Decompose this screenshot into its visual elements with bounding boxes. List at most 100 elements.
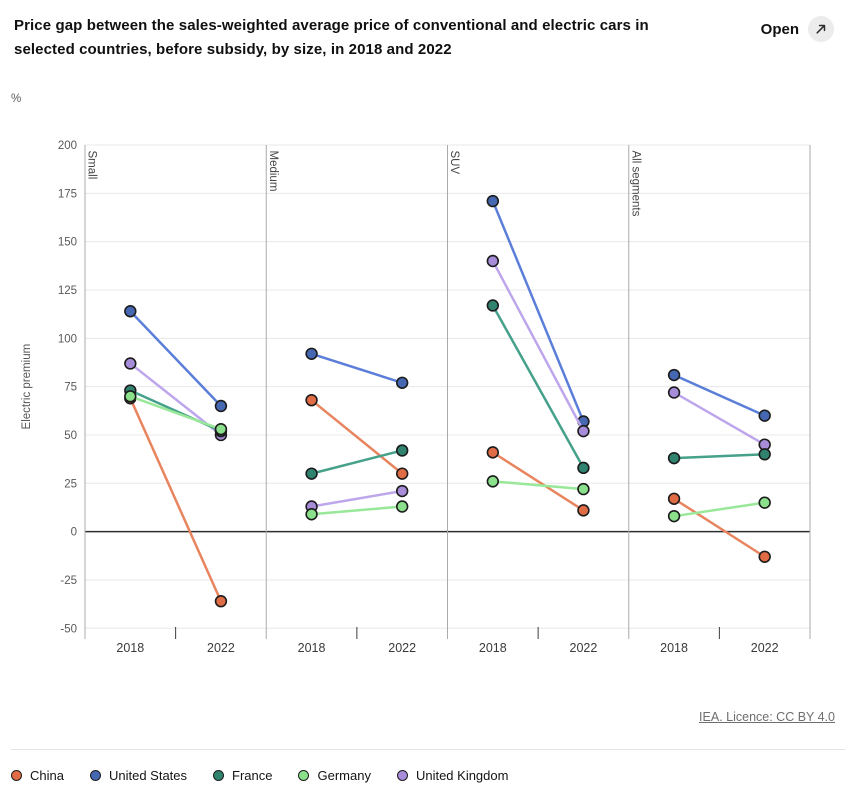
legend: China United States France Germany United Ki… bbox=[11, 768, 508, 783]
x-tick-label-medium-2022: 2022 bbox=[388, 641, 416, 655]
line-china-suv bbox=[491, 451, 585, 512]
y-tick-label: -50 bbox=[60, 623, 77, 635]
point-france-medium-2018[interactable] bbox=[305, 467, 318, 480]
point-china-all-segments-2018[interactable] bbox=[667, 492, 681, 505]
x-tick-label-small-2018: 2018 bbox=[116, 641, 144, 655]
y-tick-label: 175 bbox=[58, 188, 77, 200]
line-france-medium bbox=[310, 449, 404, 475]
line-united-kingdom-suv bbox=[491, 259, 585, 433]
point-united-states-small-2018[interactable] bbox=[124, 305, 137, 318]
point-china-small-2022[interactable] bbox=[214, 595, 228, 608]
point-germany-medium-2018[interactable] bbox=[305, 508, 318, 521]
point-germany-medium-2022[interactable] bbox=[395, 500, 409, 513]
x-tick-label-suv-2018: 2018 bbox=[479, 641, 507, 655]
license-link[interactable]: IEA. Licence: CC BY 4.0 bbox=[699, 710, 835, 724]
point-united-kingdom-small-2018[interactable] bbox=[124, 357, 137, 370]
point-china-all-segments-2022[interactable] bbox=[758, 550, 771, 563]
point-france-suv-2018[interactable] bbox=[486, 299, 500, 312]
line-germany-small bbox=[129, 395, 223, 431]
legend-item-united-states[interactable]: United States bbox=[89, 768, 188, 783]
point-germany-all-segments-2022[interactable] bbox=[758, 496, 771, 509]
line-united-states-all-segments bbox=[672, 373, 766, 417]
y-tick-label: 150 bbox=[58, 237, 77, 249]
y-tick-label: 200 bbox=[58, 140, 77, 152]
price-gap-chart: 200 175 150 125 100 75 50 25 0 -25 -50 2018 2022 Smal… bbox=[21, 140, 811, 655]
x-tick-label-small-2022: 2022 bbox=[207, 641, 235, 655]
point-united-states-suv-2018[interactable] bbox=[486, 194, 500, 208]
point-germany-suv-2022[interactable] bbox=[577, 482, 590, 496]
point-united-states-medium-2018[interactable] bbox=[305, 347, 318, 360]
footer-divider bbox=[11, 749, 845, 750]
legend-label-united-kingdom: United Kingdom bbox=[415, 768, 509, 783]
external-link-icon[interactable] bbox=[808, 16, 834, 42]
legend-item-germany[interactable]: Germany bbox=[298, 768, 371, 783]
line-united-states-small bbox=[129, 310, 223, 408]
point-china-suv-2022[interactable] bbox=[577, 504, 590, 517]
point-china-medium-2018[interactable] bbox=[305, 393, 318, 407]
legend-item-china[interactable]: China bbox=[11, 768, 64, 783]
y-tick-label: 50 bbox=[64, 430, 77, 442]
legend-marker-united-kingdom bbox=[396, 770, 408, 781]
legend-label-france: France bbox=[232, 768, 273, 783]
panel-label-all-segments: All segments bbox=[629, 151, 641, 217]
x-tick-label-medium-2018: 2018 bbox=[298, 641, 326, 655]
x-tick-label-all-segments-2022: 2022 bbox=[751, 641, 779, 655]
open-button-label: Open bbox=[760, 20, 799, 38]
line-germany-all-segments bbox=[672, 501, 766, 518]
y-tick-label: 0 bbox=[71, 527, 77, 539]
chart-title-line2: selected countries, before subsidy, by s… bbox=[14, 41, 452, 58]
panel-label-suv: SUV bbox=[448, 151, 460, 175]
point-united-states-all-segments-2018[interactable] bbox=[667, 368, 681, 382]
legend-marker-united-states bbox=[89, 770, 101, 781]
point-france-medium-2022[interactable] bbox=[395, 444, 409, 457]
legend-item-france[interactable]: France bbox=[213, 768, 272, 783]
legend-marker-france bbox=[213, 770, 225, 781]
y-tick-label: -25 bbox=[60, 575, 77, 587]
legend-marker-china bbox=[11, 770, 22, 781]
line-united-kingdom-medium bbox=[310, 489, 404, 508]
legend-marker-germany bbox=[298, 770, 310, 781]
point-united-states-all-segments-2022[interactable] bbox=[758, 409, 771, 422]
line-china-small bbox=[129, 396, 223, 603]
point-france-all-segments-2022[interactable] bbox=[758, 448, 771, 461]
legend-label-united-states: United States bbox=[108, 768, 188, 783]
point-france-suv-2022[interactable] bbox=[577, 461, 590, 475]
point-china-suv-2018[interactable] bbox=[486, 446, 500, 459]
line-united-states-medium bbox=[310, 352, 404, 385]
point-germany-small-2018[interactable] bbox=[124, 390, 137, 403]
y-axis-label: Electric premium bbox=[21, 344, 33, 430]
y-tick-label: 25 bbox=[64, 478, 77, 490]
point-germany-small-2022[interactable] bbox=[214, 422, 228, 436]
line-germany-suv bbox=[491, 480, 585, 491]
point-united-kingdom-suv-2018[interactable] bbox=[486, 254, 500, 268]
point-germany-suv-2018[interactable] bbox=[486, 475, 500, 488]
point-united-states-medium-2022[interactable] bbox=[395, 376, 409, 389]
point-united-kingdom-medium-2022[interactable] bbox=[395, 484, 409, 498]
open-button[interactable]: Open bbox=[761, 16, 834, 42]
point-united-states-small-2022[interactable] bbox=[214, 399, 228, 413]
y-tick-label: 75 bbox=[64, 382, 77, 394]
x-tick-label-suv-2022: 2022 bbox=[570, 641, 598, 655]
point-china-medium-2022[interactable] bbox=[395, 467, 409, 480]
point-france-all-segments-2018[interactable] bbox=[667, 451, 681, 465]
line-united-kingdom-all-segments bbox=[672, 391, 766, 446]
panel-label-medium: Medium bbox=[267, 151, 279, 192]
chart-title: Price gap between the sales-weighted ave… bbox=[14, 14, 729, 62]
panel-label-small: Small bbox=[86, 151, 98, 180]
line-china-medium bbox=[310, 398, 404, 475]
unit-label: % bbox=[11, 93, 22, 105]
point-united-kingdom-suv-2022[interactable] bbox=[577, 424, 590, 438]
point-united-kingdom-all-segments-2018[interactable] bbox=[667, 386, 681, 399]
legend-label-germany: Germany bbox=[317, 768, 371, 783]
line-germany-medium bbox=[310, 505, 404, 516]
line-china-all-segments bbox=[672, 497, 766, 559]
legend-item-united-kingdom[interactable]: United Kingdom bbox=[396, 768, 509, 783]
line-france-all-segments bbox=[672, 453, 766, 460]
y-tick-label: 100 bbox=[58, 333, 77, 345]
legend-label-china: China bbox=[30, 768, 64, 783]
chart-title-line1: Price gap between the sales-weighted ave… bbox=[14, 17, 649, 34]
line-france-suv bbox=[491, 304, 585, 470]
point-germany-all-segments-2018[interactable] bbox=[667, 509, 681, 523]
y-tick-label: 125 bbox=[58, 285, 77, 297]
